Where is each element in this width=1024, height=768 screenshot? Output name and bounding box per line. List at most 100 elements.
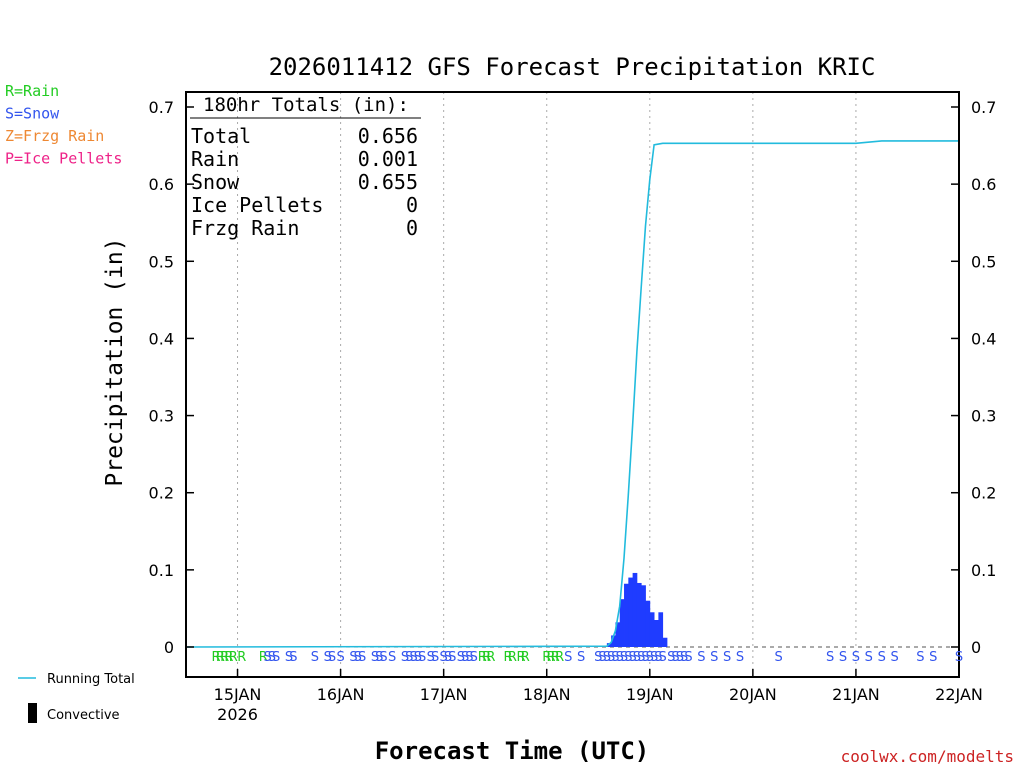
x-tick-label-2: 17JAN (420, 685, 468, 704)
precip-bar-3 (619, 599, 625, 647)
x-tick-sublabel-0: 2026 (217, 705, 258, 724)
snow-marker-61: S (865, 650, 873, 665)
totals-label-0: Total (191, 124, 251, 148)
snow-marker-12: S (371, 650, 379, 665)
snow-marker-57: S (775, 650, 783, 665)
y-axis-label: Precipitation (in) (102, 237, 128, 486)
totals-value-3: 0 (406, 193, 418, 217)
snow-marker-16: S (401, 650, 409, 665)
x-tick-label-1: 16JAN (317, 685, 365, 704)
snow-marker-4: S (289, 650, 297, 665)
snow-marker-66: S (955, 650, 963, 665)
y-axes: 0 00.1 0.10.2 0.20.3 0.30.4 0.40.5 0.50.6 0.60.… (149, 98, 997, 657)
rain-marker-15: R (547, 650, 556, 665)
y-tick-label-left-2: 0.2 (149, 484, 174, 503)
totals-value-2: 0.655 (358, 170, 418, 194)
snow-marker-15: S (388, 650, 396, 665)
snow-marker-1: S (268, 650, 276, 665)
snow-marker-6: S (324, 650, 332, 665)
snow-marker-35: S (607, 650, 615, 665)
credit-text: coolwx.com/modelts (841, 747, 1014, 766)
rain-marker-7: R (478, 650, 487, 665)
type-legend-item-2: Z=Frzg Rain (5, 127, 104, 145)
snow-marker-42: S (637, 650, 645, 665)
snow-marker-36: S (611, 650, 619, 665)
running-total-legend-label: Running Total (47, 672, 135, 687)
snow-marker-64: S (916, 650, 924, 665)
gridlines (186, 92, 959, 677)
totals-label-2: Snow (191, 170, 240, 194)
totals-label-4: Frzg Rain (191, 216, 299, 240)
y-tick-label-left-1: 0.1 (149, 561, 174, 580)
snow-marker-30: S (564, 650, 572, 665)
totals-label-3: Ice Pellets (191, 193, 323, 217)
snow-marker-58: S (826, 650, 834, 665)
snow-marker-37: S (616, 650, 624, 665)
y-tick-label-right-5: 0.5 (971, 252, 996, 271)
snow-marker-5: S (311, 650, 319, 665)
convective-legend-label: Convective (47, 708, 120, 723)
precip-bars (606, 572, 668, 647)
precip-bar-2 (615, 622, 621, 647)
y-tick-label-left-7: 0.7 (149, 98, 174, 117)
running-total-line (185, 140, 959, 648)
rain-marker-16: R (551, 650, 560, 665)
y-tick-label-right-6: 0.6 (971, 175, 996, 194)
snow-marker-39: S (624, 650, 632, 665)
x-tick-label-5: 20JAN (729, 685, 777, 704)
y-tick-label-right-4: 0.4 (971, 329, 996, 348)
snow-marker-7: S (328, 650, 336, 665)
totals-label-1: Rain (191, 147, 239, 171)
series-legend: Running Total Convective (18, 672, 135, 723)
snow-marker-29: S (470, 650, 478, 665)
x-tick-label-6: 21JAN (832, 685, 880, 704)
snow-marker-40: S (628, 650, 636, 665)
rain-marker-10: R (504, 650, 513, 665)
snow-marker-17: S (405, 650, 413, 665)
x-tick-label-0: 15JAN (214, 685, 262, 704)
snow-marker-2: S (272, 650, 280, 665)
type-legend-item-1: S=Snow (5, 105, 60, 123)
precip-bar-8 (641, 585, 646, 647)
x-tick-label-4: 19JAN (626, 685, 674, 704)
y-tick-label-left-0: 0 (164, 638, 174, 657)
rain-marker-1: R (216, 650, 225, 665)
rain-marker-4: R (229, 650, 238, 665)
precip-bar-1 (611, 635, 616, 647)
snow-marker-0: S (263, 650, 271, 665)
snow-marker-62: S (878, 650, 886, 665)
rain-marker-5: R (237, 650, 246, 665)
snow-marker-10: S (354, 650, 362, 665)
y-tick-label-right-1: 0.1 (971, 561, 996, 580)
y-tick-label-left-6: 0.6 (149, 175, 174, 194)
snow-marker-38: S (620, 650, 628, 665)
snow-marker-32: S (594, 650, 602, 665)
rain-marker-2: R (220, 650, 229, 665)
rain-marker-0: R (212, 650, 221, 665)
running-total-line-group (185, 140, 959, 648)
snow-marker-51: S (680, 650, 688, 665)
rain-marker-9: R (486, 650, 495, 665)
totals-value-4: 0 (406, 216, 418, 240)
snow-marker-26: S (457, 650, 465, 665)
snow-marker-45: S (650, 650, 658, 665)
snow-marker-49: S (671, 650, 679, 665)
snow-marker-13: S (375, 650, 383, 665)
type-legend-item-3: P=Ice Pellets (5, 150, 122, 168)
snow-marker-63: S (890, 650, 898, 665)
snow-marker-34: S (603, 650, 611, 665)
snow-marker-27: S (461, 650, 469, 665)
y-tick-label-right-2: 0.2 (971, 484, 996, 503)
precip-bar-4 (624, 583, 629, 647)
plot-frame (185, 91, 960, 678)
snow-marker-52: S (684, 650, 692, 665)
snow-marker-18: S (409, 650, 417, 665)
snow-marker-22: S (431, 650, 439, 665)
x-tick-label-7: 22JAN (935, 685, 983, 704)
snow-marker-43: S (641, 650, 649, 665)
precip-bar-6 (632, 572, 638, 647)
precip-bar-5 (628, 577, 634, 647)
x-tick-label-3: 18JAN (523, 685, 571, 704)
snow-marker-47: S (659, 650, 667, 665)
